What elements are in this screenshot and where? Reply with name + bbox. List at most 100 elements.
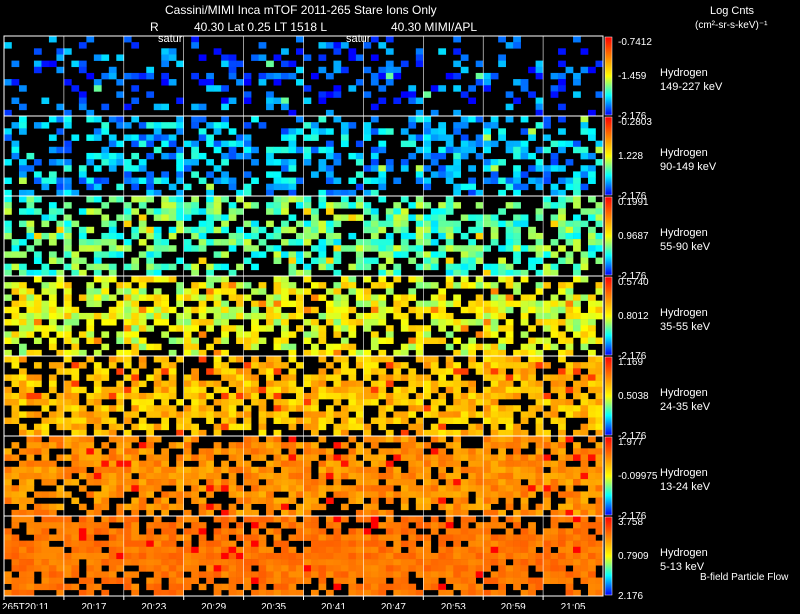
heatmap-cell [580, 528, 589, 535]
heatmap-cell [543, 577, 551, 584]
heatmap-cell [153, 312, 162, 320]
heatmap-cell [108, 245, 117, 252]
heatmap-cell [573, 269, 581, 277]
heatmap-cell [550, 374, 559, 381]
heatmap-cell [505, 546, 514, 554]
heatmap-cell [71, 411, 80, 418]
heatmap-cell [370, 306, 379, 314]
heatmap-cell [588, 134, 596, 141]
heatmap-cell [213, 319, 222, 326]
heatmap-cell [116, 448, 125, 455]
heatmap-cell [460, 91, 469, 98]
heatmap-cell [86, 392, 95, 400]
heatmap-cell [228, 269, 237, 277]
heatmap-cell [161, 552, 170, 560]
heatmap-cell [168, 522, 177, 529]
heatmap-cell [558, 60, 566, 68]
heatmap-cell [191, 392, 199, 400]
heatmap-cell [93, 491, 102, 498]
heatmap-cell [385, 362, 394, 369]
heatmap-cell [385, 466, 394, 474]
heatmap-cell [378, 165, 387, 172]
heatmap-cell [580, 152, 589, 160]
heatmap-cell [588, 368, 596, 375]
heatmap-cell [176, 417, 184, 424]
heatmap-cell [453, 436, 462, 443]
heatmap-cell [228, 423, 237, 431]
heatmap-cell [243, 368, 252, 375]
heatmap-cell [221, 140, 229, 148]
heatmap-cell [423, 460, 432, 468]
heatmap-cell [438, 540, 447, 548]
heatmap-cell [430, 171, 439, 178]
heatmap-cell [131, 411, 140, 418]
heatmap-cell [438, 552, 447, 560]
heatmap-cell [513, 189, 521, 197]
heatmap-cell [183, 288, 192, 295]
heatmap-cell [26, 288, 35, 295]
heatmap-cell [445, 454, 454, 461]
heatmap-cell [535, 423, 544, 431]
heatmap-cell [468, 245, 477, 252]
heatmap-cell [63, 380, 72, 388]
heatmap-cell [543, 319, 551, 326]
heatmap-cell [393, 479, 402, 486]
heatmap-cell [445, 571, 454, 578]
heatmap-cell [498, 312, 506, 320]
heatmap-cell [325, 460, 334, 468]
heatmap-cell [415, 60, 424, 68]
heatmap-cell [325, 232, 334, 240]
heatmap-cell [71, 220, 80, 228]
heatmap-cell [93, 417, 102, 424]
heatmap-cell [378, 226, 387, 234]
heatmap-cell [370, 245, 379, 252]
heatmap-cell [445, 472, 454, 480]
heatmap-cell [123, 356, 132, 363]
heatmap-cell [580, 423, 589, 431]
heatmap-cell [123, 165, 132, 172]
heatmap-cell [535, 97, 544, 104]
heatmap-cell [243, 460, 252, 468]
heatmap-cell [56, 571, 65, 578]
heatmap-cell [18, 294, 27, 301]
heatmap-cell [363, 491, 372, 498]
heatmap-cell [213, 399, 222, 406]
heatmap-cell [146, 189, 155, 197]
heatmap-cell [310, 454, 319, 461]
heatmap-cell [71, 263, 80, 271]
heatmap-cell [550, 319, 559, 326]
heatmap-cell [26, 583, 35, 591]
heatmap-cell [296, 251, 304, 258]
heatmap-cell [483, 282, 491, 289]
heatmap-cell [48, 300, 57, 308]
heatmap-cell [363, 239, 372, 246]
heatmap-cell [520, 509, 529, 517]
heatmap-cell [348, 368, 357, 375]
heatmap-cell [528, 559, 536, 566]
heatmap-cell [161, 454, 170, 461]
heatmap-cell [595, 288, 604, 295]
heatmap-cell [385, 429, 394, 437]
heatmap-cell [520, 534, 529, 541]
heatmap-cell [340, 571, 349, 578]
heatmap-cell [303, 122, 312, 129]
colorbar [604, 36, 613, 116]
heatmap-cell [168, 392, 177, 400]
heatmap-cell [153, 423, 162, 431]
heatmap-cell [453, 183, 462, 191]
heatmap-cell [48, 411, 57, 418]
heatmap-cell [86, 288, 95, 295]
heatmap-cell [483, 269, 491, 277]
heatmap-cell [370, 454, 379, 461]
heatmap-cell [355, 546, 364, 554]
heatmap-cell [161, 79, 170, 86]
heatmap-cell [258, 522, 267, 529]
heatmap-cell [415, 546, 424, 554]
heatmap-cell [415, 146, 424, 154]
heatmap-cell [558, 79, 566, 86]
heatmap-cell [520, 331, 529, 338]
heatmap-cell [153, 522, 162, 529]
heatmap-cell [535, 540, 544, 548]
heatmap-cell [4, 128, 12, 135]
heatmap-cell [573, 528, 581, 535]
